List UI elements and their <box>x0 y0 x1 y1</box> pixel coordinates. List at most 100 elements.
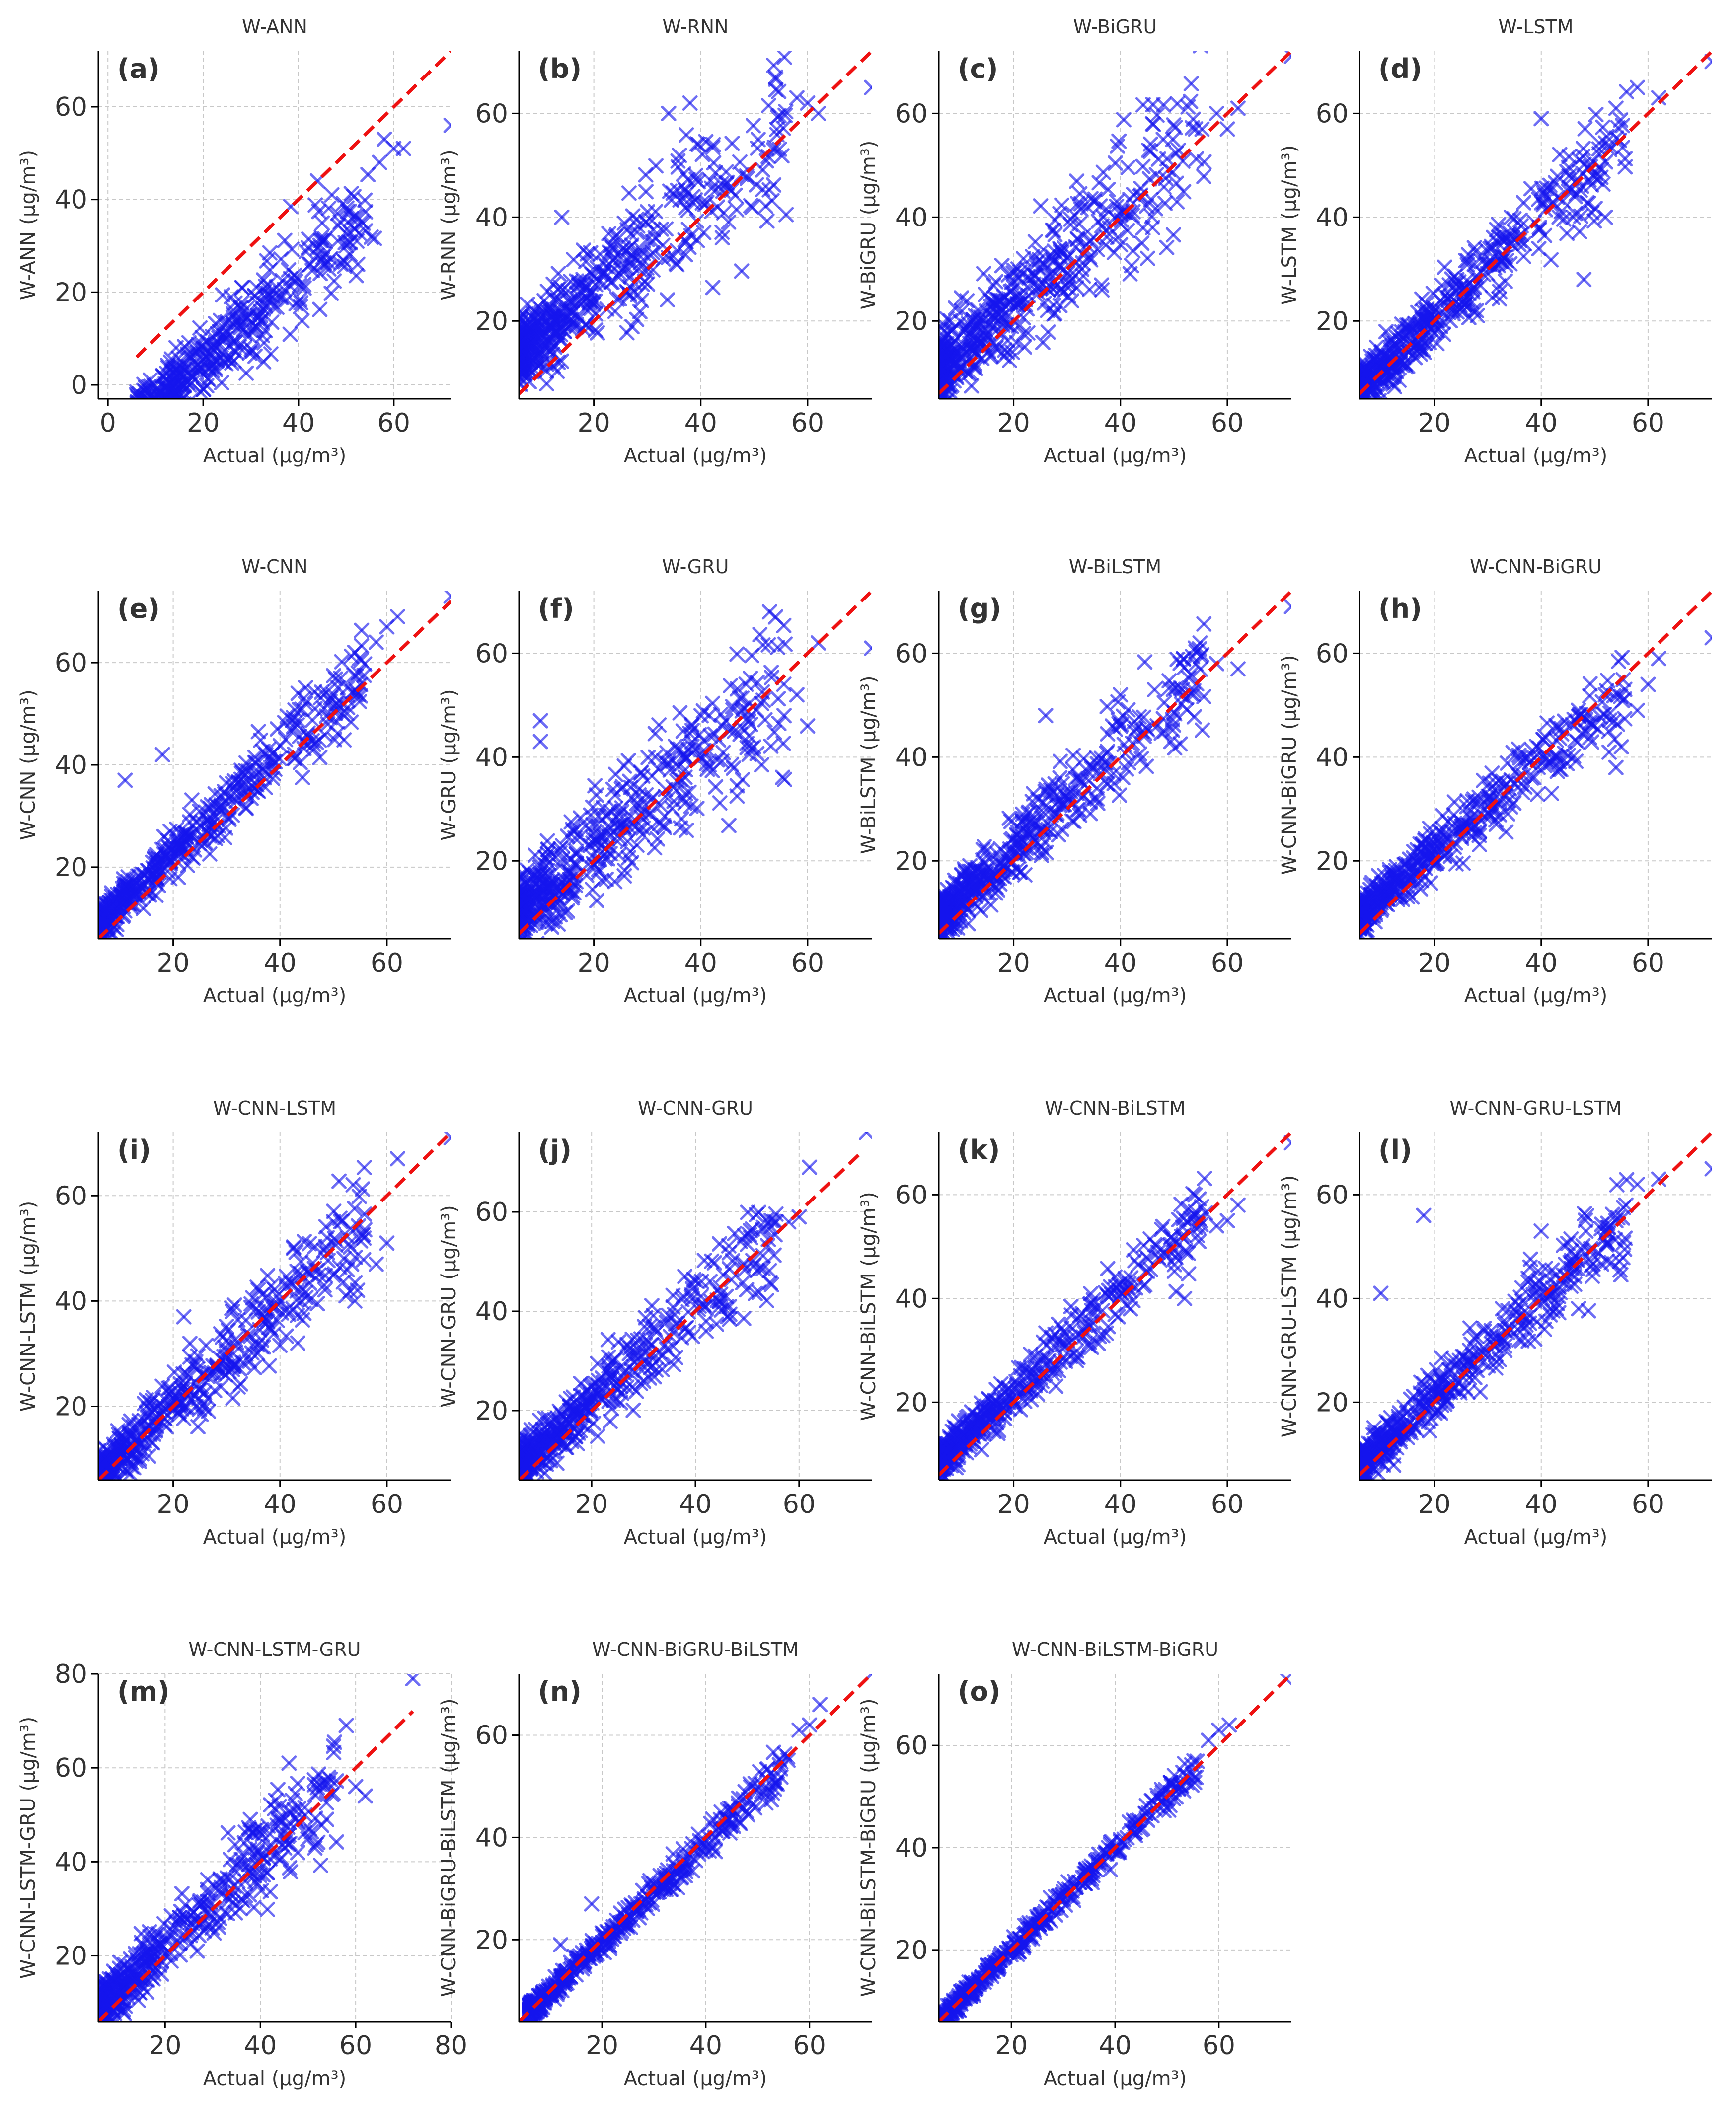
scatter-point <box>194 330 210 346</box>
scatter-point <box>1363 397 1367 399</box>
scatter-point <box>294 701 309 717</box>
scatter-point <box>1100 182 1116 198</box>
scatter-point <box>519 880 534 896</box>
scatter-point <box>1195 722 1210 738</box>
x-axis-label: Actual (µg/m³) <box>1044 445 1187 467</box>
scatter-point <box>647 726 663 742</box>
scatter-point <box>243 790 259 806</box>
scatter-point <box>184 792 200 808</box>
scatter-point <box>1499 253 1514 269</box>
reference-line <box>98 600 451 939</box>
scatter-point <box>282 326 298 342</box>
y-tick-label: 20 <box>895 306 928 336</box>
scatter-point <box>940 401 953 414</box>
scatter-point <box>244 343 260 359</box>
y-tick-label: 60 <box>55 92 87 122</box>
scatter-point <box>1113 717 1129 733</box>
scatter-point <box>1149 107 1165 123</box>
scatter-point <box>142 405 155 418</box>
scatter-point <box>608 800 624 816</box>
scatter-point <box>1109 198 1125 214</box>
x-tick-label: 20 <box>578 408 610 438</box>
scatter-point <box>133 415 146 428</box>
scatter-point <box>227 332 243 348</box>
y-tick-label: 40 <box>55 185 87 215</box>
scatter-point <box>1359 369 1371 385</box>
x-tick-label: 60 <box>371 948 403 978</box>
scatter-point <box>1595 119 1611 135</box>
scatter-point <box>131 413 144 426</box>
scatter-point <box>614 779 630 795</box>
scatter-point <box>1418 309 1434 325</box>
scatter-point <box>981 859 996 875</box>
scatter-point <box>347 1201 363 1216</box>
scatter-point <box>255 328 271 344</box>
scatter-point <box>550 266 566 282</box>
scatter-point <box>1073 196 1089 212</box>
scatter-point <box>219 1319 234 1335</box>
scatter-point <box>777 107 793 123</box>
scatter-point <box>1100 726 1116 742</box>
x-tick-label: 0 <box>100 408 116 438</box>
panel-title: W-LSTM <box>1498 16 1573 38</box>
scatter-point <box>1379 876 1395 892</box>
scatter-point <box>337 254 353 270</box>
scatter-point <box>1354 401 1367 414</box>
scatter-point <box>579 246 595 262</box>
scatter-point <box>92 1482 105 1495</box>
scatter-point <box>519 906 528 922</box>
scatter-point <box>389 1151 405 1167</box>
scatter-point <box>255 744 271 759</box>
x-tick-label: 20 <box>1418 408 1451 438</box>
scatter-point <box>146 401 159 414</box>
scatter-point <box>357 1206 373 1222</box>
scatter-point <box>724 756 740 772</box>
x-tick-label: 60 <box>1211 408 1244 438</box>
y-tick-label: 20 <box>1316 306 1349 336</box>
scatter-point <box>140 422 153 435</box>
scatter-point <box>137 402 150 415</box>
scatter-point <box>104 1481 117 1494</box>
scatter-point <box>957 321 973 337</box>
x-tick-label: 20 <box>157 948 190 978</box>
scatter-point <box>1156 695 1172 711</box>
y-tick-label: 60 <box>895 99 928 129</box>
panel-title: W-BiLSTM <box>1069 556 1161 578</box>
scatter-point <box>134 418 147 431</box>
scatter-point <box>1120 159 1136 175</box>
scatter-point <box>994 854 1010 870</box>
scatter-point <box>541 338 557 354</box>
scatter-point <box>131 408 144 421</box>
scatter-point <box>1054 197 1070 213</box>
scatter-point <box>755 162 771 178</box>
panel-title: W-GRU <box>662 556 729 578</box>
scatter-point <box>598 871 614 887</box>
scatter-point <box>1071 216 1087 232</box>
scatter-point <box>734 690 750 706</box>
scatter-point <box>1037 834 1053 850</box>
scatter-point <box>1112 787 1128 803</box>
scatter-point <box>130 413 143 426</box>
scatter-point <box>1144 209 1160 225</box>
scatter-point <box>120 1483 133 1496</box>
scatter-point <box>709 752 725 768</box>
scatter-point <box>290 685 306 701</box>
scatter-point <box>130 413 143 426</box>
scatter-point <box>1515 195 1531 211</box>
scatter-point <box>1552 147 1568 162</box>
x-tick-label: 20 <box>187 408 220 438</box>
scatter-point <box>336 732 352 748</box>
scatter-point <box>130 407 143 420</box>
panel-title: W-BiGRU <box>1073 16 1157 38</box>
scatter-point <box>708 182 724 198</box>
scatter-point <box>766 177 782 193</box>
scatter-point <box>1134 723 1150 739</box>
scatter-point <box>1166 717 1182 733</box>
scatter-point <box>689 136 705 152</box>
scatter-point <box>298 680 313 696</box>
scatter-point <box>145 431 158 444</box>
y-tick-label: 20 <box>895 846 928 876</box>
